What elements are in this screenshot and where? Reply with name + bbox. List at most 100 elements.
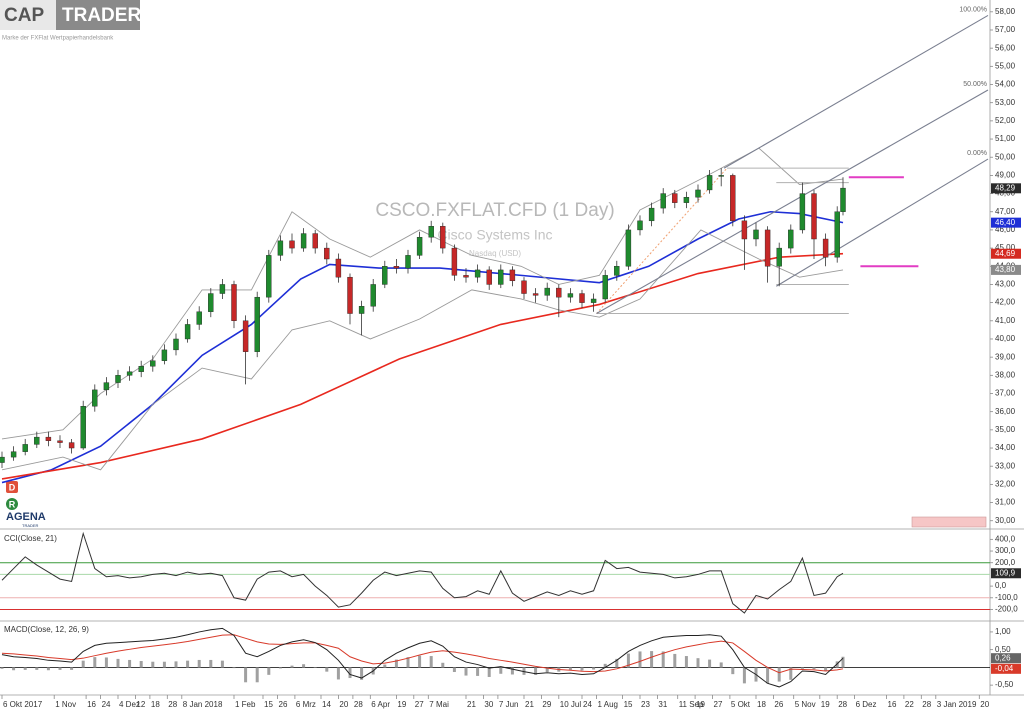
overlay-line (1, 252, 844, 480)
histogram-bar (139, 661, 143, 668)
histogram-bar (766, 667, 770, 684)
histogram-bar (824, 667, 828, 671)
histogram-bar (464, 667, 468, 676)
badge-r-bg (6, 498, 18, 510)
histogram-bar (708, 659, 712, 668)
badge-d: D (9, 482, 16, 492)
watermark-exchange: Nasdaq (USD) (469, 249, 521, 258)
cci-title: CCI(Close, 21) (4, 534, 57, 543)
y-tick-label: 43,00 (995, 280, 1016, 289)
histogram-bar (46, 667, 50, 671)
value-box-label: 0,26 (995, 653, 1011, 662)
x-tick-label: 16 (888, 700, 897, 709)
histogram-bar (487, 667, 491, 677)
histogram-bar (336, 667, 340, 680)
x-tick-label: 22 (905, 700, 914, 709)
candle-body (0, 456, 5, 463)
histogram-bar (441, 662, 445, 668)
x-tick-label: 1 Feb (235, 700, 256, 709)
candle-body (590, 298, 597, 303)
watermark-subtitle: Cisco Systems Inc (437, 227, 552, 243)
histogram-bar (661, 651, 665, 668)
x-tick-label: 31 (658, 700, 667, 709)
x-tick-label: 15 (624, 700, 633, 709)
histogram-bar (452, 667, 456, 673)
y-tick-label: 57,00 (995, 25, 1016, 34)
value-box (991, 653, 1021, 664)
x-tick-label: 3 Jan 2019 (937, 700, 977, 709)
channel-label: 50.00% (963, 81, 987, 88)
x-tick-label: 28 (922, 700, 931, 709)
histogram-bar (534, 667, 538, 675)
y-tick-label: 34,00 (995, 443, 1016, 452)
x-tick-label: 26 (774, 700, 783, 709)
x-tick-label: 24 (583, 700, 592, 709)
candle-body (266, 255, 272, 298)
candle-body (22, 444, 28, 452)
candle-body (521, 280, 527, 294)
histogram-bar (0, 667, 4, 669)
value-box (991, 663, 1021, 674)
y-tick-label: 47,00 (995, 207, 1016, 216)
y-tick-label: 0,50 (995, 645, 1011, 654)
y-tick-label: 49,00 (995, 171, 1016, 180)
candle-body (405, 255, 411, 269)
y-tick-label: 32,00 (995, 479, 1016, 488)
y-tick-label: 33,00 (995, 461, 1016, 470)
candle-body (173, 338, 179, 351)
x-tick-label: 26 (279, 700, 288, 709)
candle-body (602, 275, 608, 300)
y-tick-label: 0,0 (995, 581, 1007, 590)
x-tick-label: 12 (136, 700, 145, 709)
x-tick-label: 19 (397, 700, 406, 709)
y-tick-label: 40,00 (995, 334, 1016, 343)
candle-body (34, 436, 40, 445)
candle-body (80, 406, 86, 449)
candle-body (753, 229, 759, 240)
histogram-bar (673, 653, 677, 668)
brand: AGENA (6, 511, 46, 523)
y-tick-label: 30,00 (995, 516, 1016, 525)
histogram-bar (800, 667, 804, 669)
y-tick-label: 54,00 (995, 80, 1016, 89)
x-tick-label: 23 (641, 700, 650, 709)
candle-body (208, 293, 214, 312)
histogram-bar (12, 667, 16, 671)
frame (0, 0, 1024, 696)
value-box-label: 46,40 (995, 218, 1016, 227)
cci-line (1, 531, 844, 614)
channel-label: 0.00% (967, 150, 987, 157)
x-tick-label: 1 Aug (598, 700, 618, 709)
histogram-bar (499, 667, 503, 674)
histogram-bar (522, 667, 526, 675)
candle-body (370, 284, 376, 307)
y-tick-label: 37,00 (995, 389, 1016, 398)
candle-body (498, 269, 504, 285)
candle-body (126, 371, 133, 376)
y-tick-label: 55,00 (995, 61, 1016, 70)
value-box-label: 48,29 (995, 183, 1016, 192)
x-tick-label: 19 (696, 700, 705, 709)
histogram-bar (592, 667, 596, 670)
candle-body (428, 226, 434, 238)
signal-line (1, 634, 844, 674)
histogram-bar (638, 651, 642, 668)
candle-body (103, 382, 110, 391)
histogram-bar (383, 664, 387, 668)
candle-body (532, 293, 539, 296)
histogram-bar (360, 667, 364, 680)
candle-body (92, 389, 98, 407)
histogram-bar (186, 660, 190, 668)
candle-body (324, 247, 330, 260)
dotted-line (596, 167, 728, 314)
histogram-bar (418, 655, 422, 668)
histogram-bar (151, 661, 155, 668)
x-tick-label: 15 (264, 700, 273, 709)
channel-label: 100.00% (959, 6, 987, 13)
scroll-indicator[interactable] (911, 516, 987, 528)
candle-body (277, 240, 284, 256)
y-tick-label: 58,00 (995, 7, 1016, 16)
y-tick-label: 35,00 (995, 425, 1016, 434)
